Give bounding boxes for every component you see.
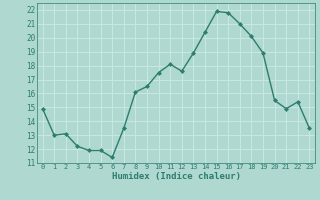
X-axis label: Humidex (Indice chaleur): Humidex (Indice chaleur) [111, 172, 241, 181]
